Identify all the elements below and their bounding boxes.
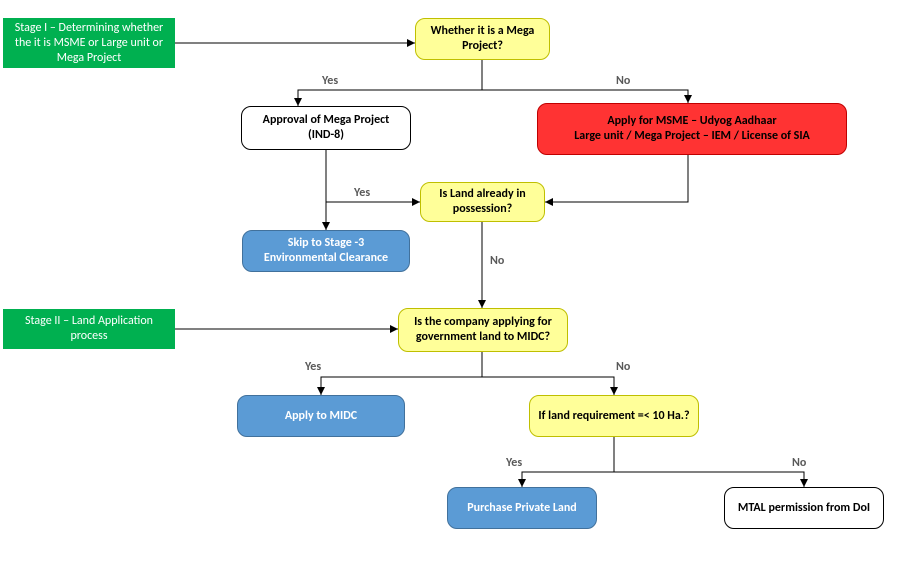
arrow-e_stage1_q [407,39,415,47]
node-q_mega-text: Whether it is a Mega Project? [424,24,541,54]
node-stage2-text: Stage II – Land Application process [12,314,166,344]
edge-e_10ha_left [522,472,614,487]
edge-label-yes1: Yes [322,74,338,88]
edge-e_q_left [298,90,482,106]
arrow-e_midc_right [610,387,618,395]
arrow-e_q_right [684,95,692,103]
edge-e_10ha_right [614,472,804,487]
node-q_land: Is Land already in possession? [420,182,545,222]
node-apply_midc-text: Apply to MIDC [285,409,357,424]
edge-label-no3: No [616,360,630,374]
node-q_10ha-text: If land requirement =< 10 Ha.? [538,409,689,424]
arrow-e_app_to_land [412,198,420,206]
node-approval_mega: Approval of Mega Project (IND-8) [241,106,411,150]
node-q_land-text: Is Land already in possession? [429,187,536,217]
node-stage1: Stage I – Determining whether the it is … [3,18,175,68]
edge-e_msme_down [545,155,688,202]
node-skip_stage3: Skip to Stage -3 Environmental Clearance [242,230,410,272]
edge-label-yes4: Yes [506,456,522,470]
node-apply_msme-text: Apply for MSME – Udyog Aadhaar Large uni… [574,114,810,144]
arrow-e_stage2_q [390,325,398,333]
node-purchase_land: Purchase Private Land [447,487,597,529]
node-q_mega: Whether it is a Mega Project? [415,18,550,60]
flowchart-connectors [0,0,905,569]
arrow-e_q_left [294,98,302,106]
node-purchase_land-text: Purchase Private Land [467,501,576,516]
arrow-e_land_down [478,300,486,308]
node-mtal-text: MTAL permission from DoI [738,501,870,516]
node-skip_stage3-text: Skip to Stage -3 Environmental Clearance [264,236,388,266]
node-q_midc: Is the company applying for government l… [398,308,568,352]
edge-label-yes3: Yes [305,360,321,374]
edge-e_midc_left [321,377,482,395]
node-mtal: MTAL permission from DoI [724,487,884,529]
arrow-e_10ha_right [800,479,808,487]
edge-e_midc_right [482,377,614,395]
arrow-e_app_to_skip [322,222,330,230]
node-approval_mega-text: Approval of Mega Project (IND-8) [250,113,402,143]
arrow-e_midc_left [317,387,325,395]
node-stage2: Stage II – Land Application process [3,309,175,349]
node-q_midc-text: Is the company applying for government l… [407,315,559,345]
node-stage1-text: Stage I – Determining whether the it is … [12,21,166,66]
node-apply_midc: Apply to MIDC [237,395,405,437]
edge-label-no2: No [490,254,504,268]
node-q_10ha: If land requirement =< 10 Ha.? [529,395,699,437]
edge-label-no4: No [792,456,806,470]
edge-label-yes2: Yes [354,186,370,200]
node-apply_msme: Apply for MSME – Udyog Aadhaar Large uni… [537,103,847,155]
edge-label-no1: No [616,74,630,88]
arrow-e_msme_down [545,198,553,206]
arrow-e_10ha_left [518,479,526,487]
edge-e_q_right [482,90,688,103]
